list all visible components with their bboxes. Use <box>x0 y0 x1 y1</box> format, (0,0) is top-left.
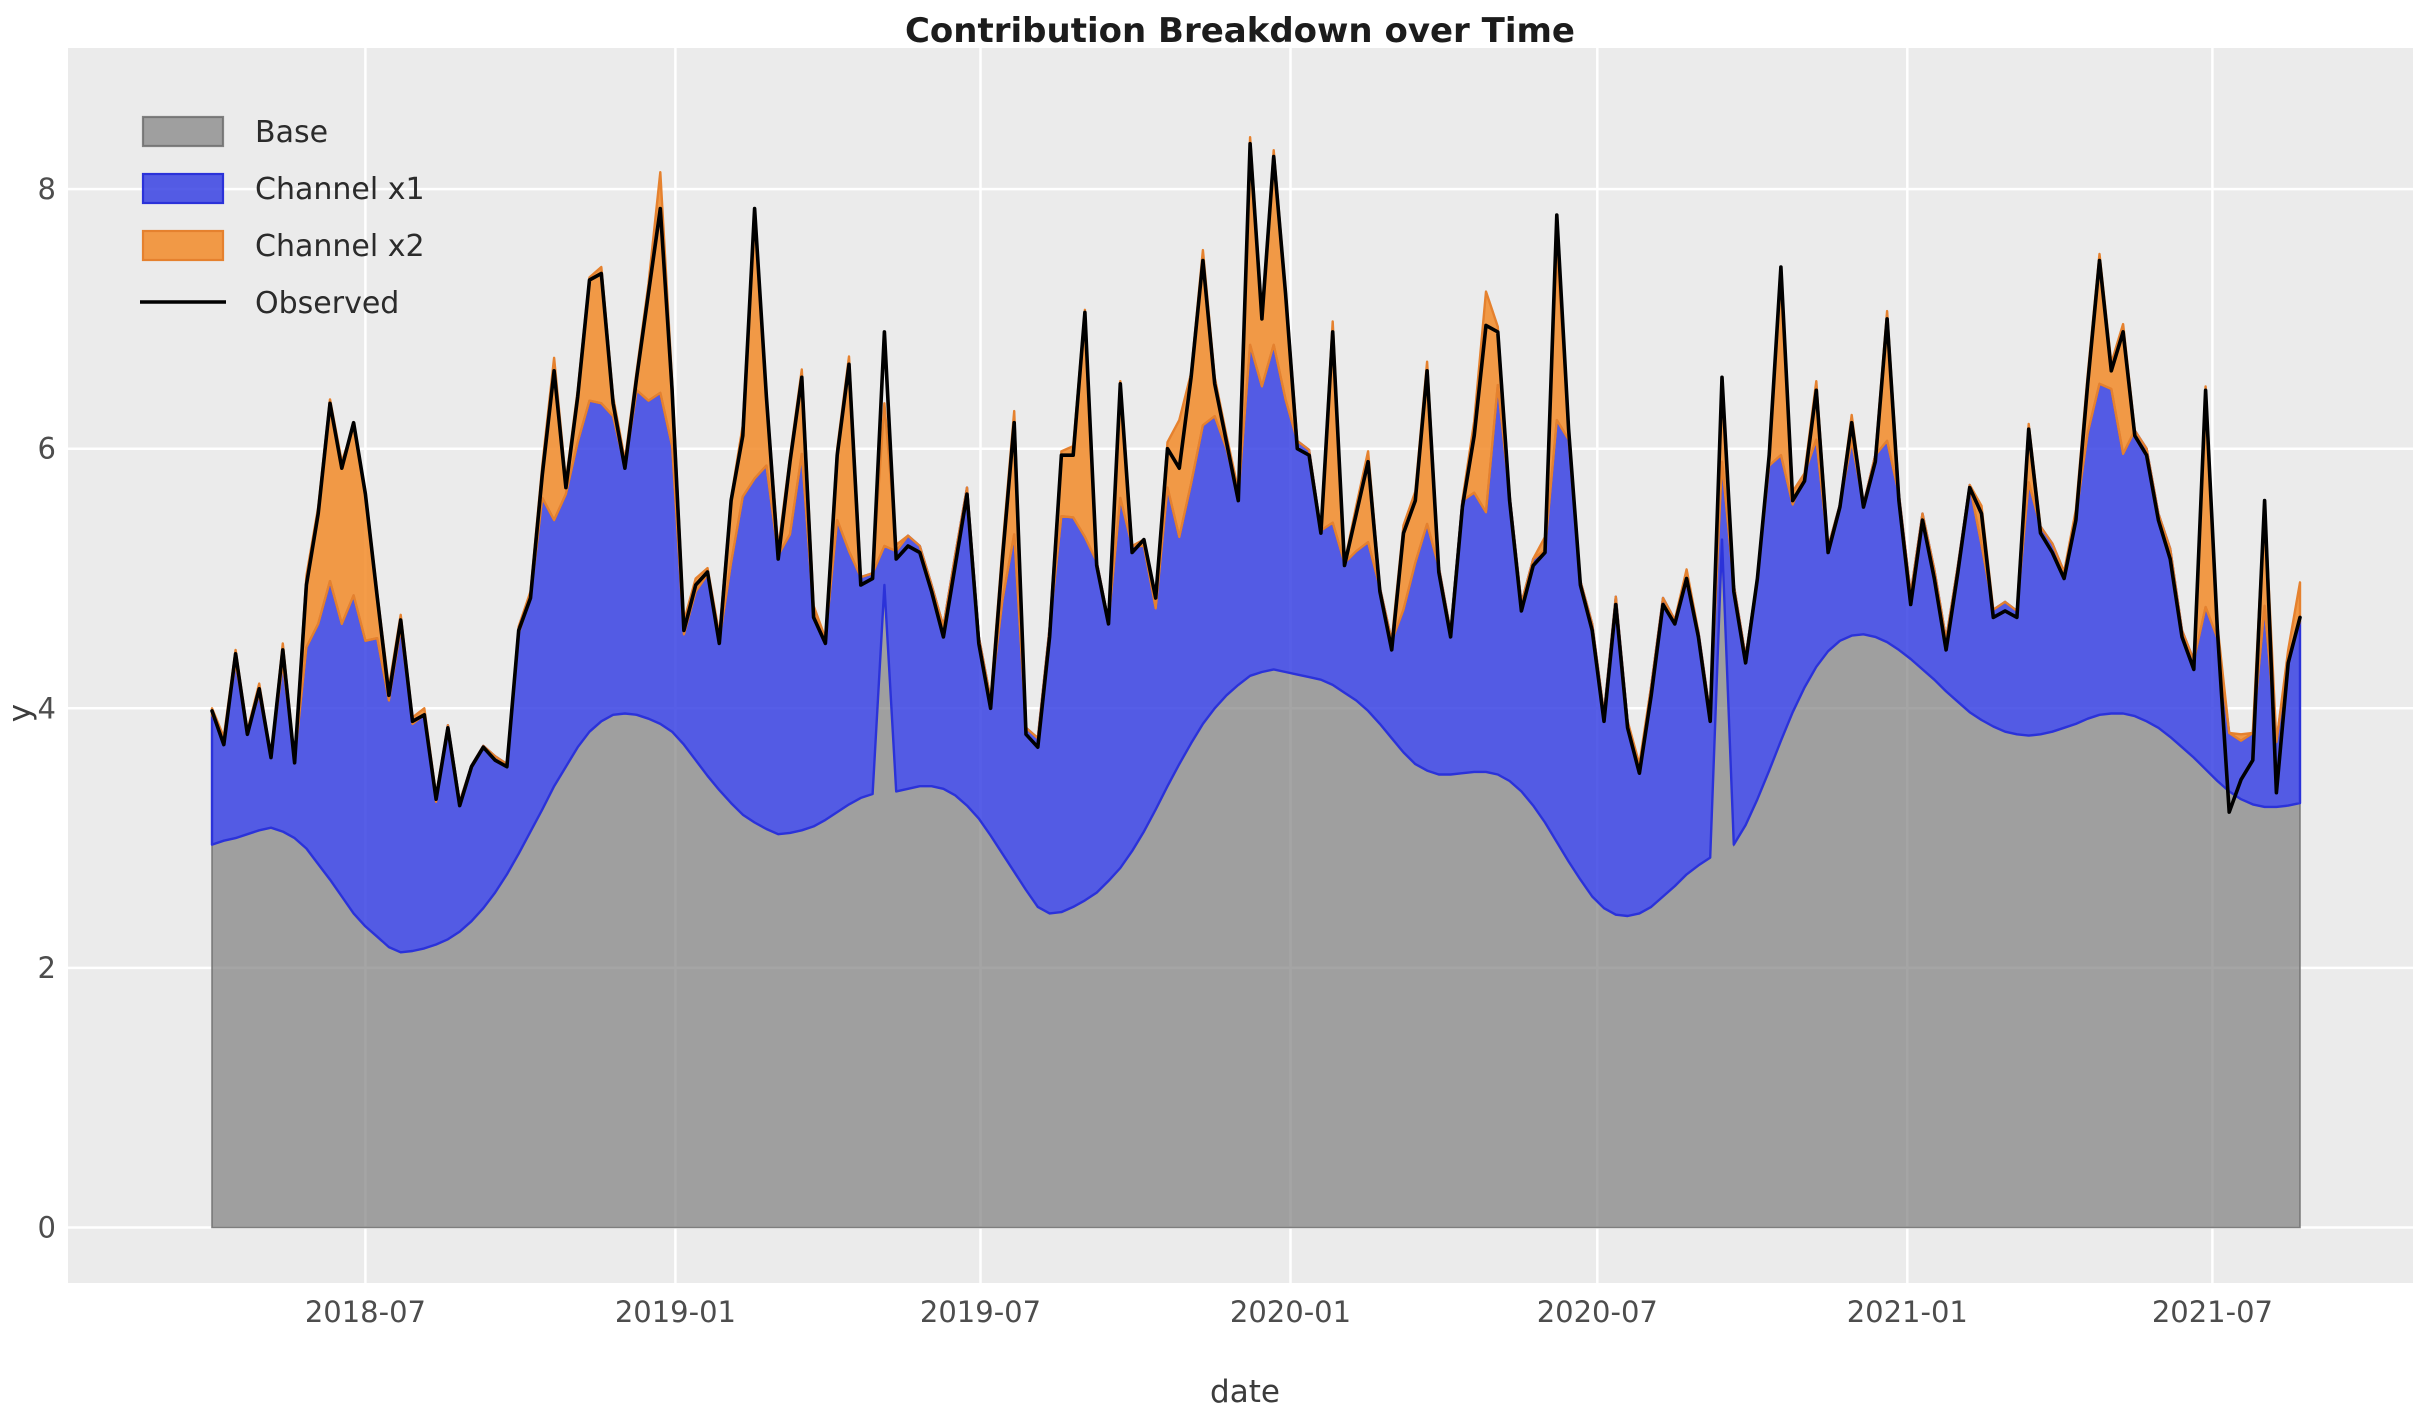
legend-label-channel-x2: Channel x2 <box>255 229 425 264</box>
y-tick-label: 4 <box>38 691 56 725</box>
x-tick-label: 2019-01 <box>615 1295 736 1329</box>
observed-line <box>210 141 2302 814</box>
legend-label-base: Base <box>255 115 328 150</box>
legend-swatch-base <box>141 115 225 148</box>
x-tick-label: 2021-07 <box>2152 1295 2273 1329</box>
legend-label-observed: Observed <box>255 286 399 321</box>
y-tick-label: 6 <box>38 432 56 466</box>
x-tick-label: 2020-07 <box>1537 1295 1658 1329</box>
x-tick-label: 2018-07 <box>305 1295 426 1329</box>
x-tick-label: 2021-01 <box>1847 1295 1968 1329</box>
stacked-areas <box>210 136 2302 1229</box>
y-tick-label: 0 <box>38 1211 56 1245</box>
y-axis-label: y <box>2 704 38 722</box>
legend: Base Channel x1 Channel x2 Observed <box>140 115 425 321</box>
x-axis-ticks: 2018-07 2019-01 2019-07 2020-01 2020-07 2021-… <box>305 1295 2273 1329</box>
legend-label-channel-x1: Channel x1 <box>255 172 425 207</box>
y-axis-ticks: 0 2 4 6 8 <box>38 172 56 1244</box>
x-tick-label: 2019-07 <box>920 1295 1041 1329</box>
chart-title: Contribution Breakdown over Time <box>905 11 1575 51</box>
x-axis-label: date <box>1210 1374 1280 1410</box>
y-tick-label: 2 <box>38 951 56 985</box>
legend-swatch-channel-x1 <box>141 172 225 205</box>
legend-swatch-channel-x2 <box>141 229 225 262</box>
y-tick-label: 8 <box>38 172 56 206</box>
x-tick-label: 2020-01 <box>1230 1295 1351 1329</box>
